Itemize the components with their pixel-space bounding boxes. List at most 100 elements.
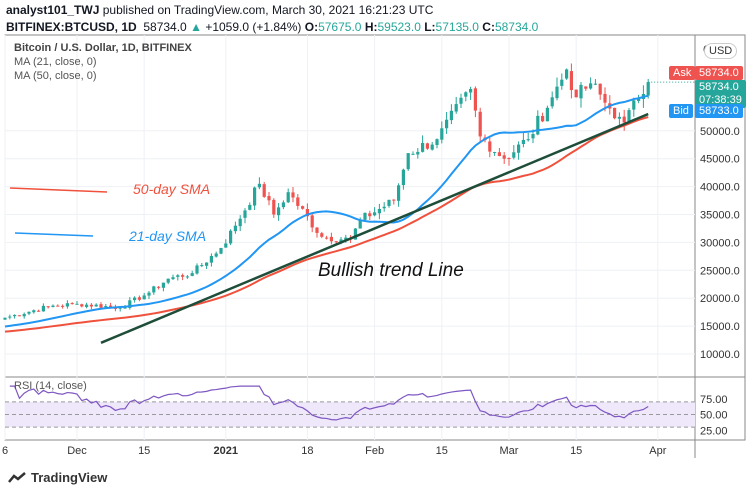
chart-title: Bitcoin / U.S. Dollar, 1D, BITFINEX bbox=[14, 42, 192, 54]
candle-body bbox=[243, 210, 247, 218]
candle-body bbox=[46, 306, 50, 308]
low: 57135.0 bbox=[435, 20, 479, 34]
candle-body bbox=[3, 317, 7, 320]
sma50-annotation: 50-day SMA bbox=[133, 181, 210, 197]
candle-body bbox=[517, 144, 521, 153]
candle-body bbox=[32, 310, 36, 313]
candle-body bbox=[214, 253, 218, 257]
candle-body bbox=[56, 305, 60, 307]
l-label: L: bbox=[424, 20, 436, 34]
y-tick-label: 15000.0 bbox=[700, 321, 740, 333]
trend-line bbox=[100, 112, 649, 344]
candle-body bbox=[478, 111, 482, 137]
x-tick-label: Feb bbox=[365, 445, 384, 457]
candle-body bbox=[488, 141, 492, 152]
candle-body bbox=[353, 228, 357, 240]
up-arrow-icon: ▲ bbox=[190, 20, 202, 34]
symbol: BITFINEX:BTCUSD, 1D bbox=[6, 20, 137, 34]
bid-price: 58733.0 bbox=[695, 104, 743, 118]
candle-body bbox=[8, 316, 12, 318]
open: 57675.0 bbox=[318, 20, 362, 34]
trend-annotation: Bullish trend Line bbox=[318, 260, 464, 281]
x-tick-label: Mar bbox=[500, 445, 519, 457]
x-tick-label: 2021 bbox=[214, 445, 238, 457]
candle-body bbox=[104, 306, 108, 308]
candle-body bbox=[445, 119, 449, 129]
candle-body bbox=[502, 155, 506, 159]
rsi-tick-label: 50.00 bbox=[700, 410, 728, 422]
brand-name: TradingView bbox=[31, 470, 108, 485]
candle-body bbox=[190, 273, 194, 276]
candle-body bbox=[646, 82, 650, 96]
x-tick-label: 15 bbox=[436, 445, 448, 457]
candle-body bbox=[133, 297, 137, 301]
ma50-legend[interactable]: MA (50, close, 0) bbox=[14, 70, 97, 82]
candle-body bbox=[157, 286, 161, 288]
y-tick-label: 20000.0 bbox=[700, 293, 740, 305]
candle-body bbox=[373, 212, 377, 216]
candle-body bbox=[70, 303, 74, 305]
candle-body bbox=[65, 303, 69, 307]
bar-countdown: 07:38:39 bbox=[699, 94, 742, 106]
candle-body bbox=[80, 304, 84, 307]
o-label: O: bbox=[304, 20, 319, 34]
candle-body bbox=[555, 86, 559, 99]
candle-body bbox=[613, 107, 617, 119]
candle-body bbox=[358, 220, 362, 229]
candle-body bbox=[617, 116, 621, 119]
candle-body bbox=[368, 213, 372, 217]
y-tick-label: 30000.0 bbox=[700, 237, 740, 249]
candle-body bbox=[598, 83, 602, 95]
candle-body bbox=[171, 277, 175, 280]
candle-body bbox=[128, 300, 132, 308]
candle-body bbox=[440, 128, 444, 140]
candle-body bbox=[161, 282, 165, 288]
candle-body bbox=[449, 110, 453, 121]
candle-body bbox=[401, 169, 405, 186]
candle-body bbox=[301, 206, 305, 209]
ma21-legend[interactable]: MA (21, close, 0) bbox=[14, 56, 97, 68]
candle-body bbox=[17, 315, 21, 317]
ask-price: 58734.0 bbox=[695, 66, 743, 80]
ma50-line bbox=[4, 116, 649, 333]
y-tick-label: 25000.0 bbox=[700, 265, 740, 277]
ma21-line bbox=[4, 94, 649, 328]
candle-body bbox=[61, 305, 65, 307]
candle-body bbox=[137, 297, 141, 300]
author[interactable]: analyst101_TWJ bbox=[6, 3, 100, 17]
candle-body bbox=[37, 310, 41, 312]
candle-body bbox=[430, 144, 434, 150]
candle-body bbox=[41, 305, 45, 312]
candle-body bbox=[195, 265, 199, 274]
x-tick-label: 6 bbox=[2, 445, 8, 457]
y-tick-label: 35000.0 bbox=[700, 210, 740, 222]
candle-body bbox=[512, 152, 516, 158]
last-price-tag: 58734.0 07:38:39 bbox=[695, 80, 746, 108]
sma50-annotation-line bbox=[9, 187, 108, 193]
candle-body bbox=[277, 207, 281, 216]
candle-body bbox=[205, 262, 209, 266]
candle-body bbox=[421, 142, 425, 152]
candle-body bbox=[176, 275, 180, 277]
rsi-line bbox=[9, 385, 649, 421]
tradingview-logo-icon bbox=[8, 471, 26, 483]
candle-body bbox=[397, 185, 401, 201]
high: 59523.0 bbox=[377, 20, 421, 34]
candle-body bbox=[454, 104, 458, 112]
candle-body bbox=[622, 116, 626, 123]
candle-body bbox=[339, 239, 343, 243]
candle-body bbox=[109, 305, 113, 307]
rsi-legend[interactable]: RSI (14, close) bbox=[14, 380, 87, 392]
y-tick-label: 50000.0 bbox=[700, 126, 740, 138]
candle-body bbox=[469, 88, 473, 93]
candle-body bbox=[296, 197, 300, 206]
tradingview-logo[interactable]: TradingView bbox=[8, 470, 107, 485]
ask-label: Ask bbox=[669, 66, 696, 80]
currency-button[interactable]: USD bbox=[704, 43, 738, 59]
candle-body bbox=[209, 255, 213, 263]
candle-body bbox=[200, 265, 204, 267]
candle-body bbox=[27, 311, 31, 314]
candle-body bbox=[416, 151, 420, 155]
candle-body bbox=[550, 97, 554, 107]
